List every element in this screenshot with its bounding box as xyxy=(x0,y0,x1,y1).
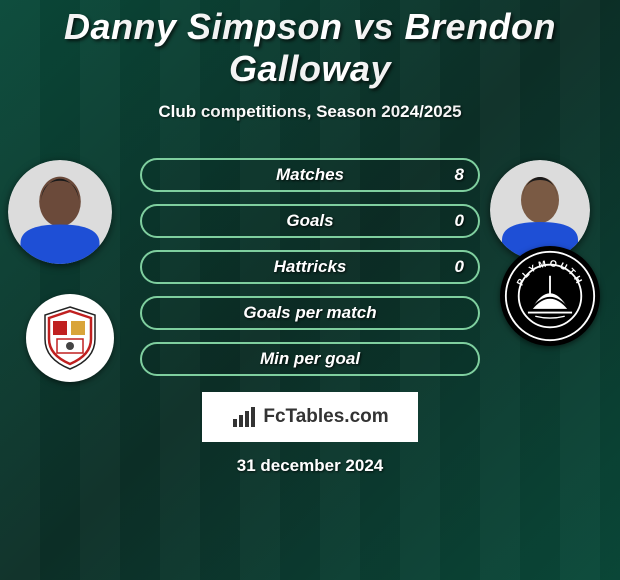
date-text: 31 december 2024 xyxy=(0,456,620,476)
brand-text: FcTables.com xyxy=(263,406,388,428)
page-title: Danny Simpson vs Brendon Galloway xyxy=(0,0,620,90)
stat-label: Hattricks xyxy=(274,257,347,277)
stat-label: Matches xyxy=(276,165,344,185)
brand-box: FcTables.com xyxy=(202,392,418,442)
stat-row: Hattricks 0 xyxy=(140,250,480,284)
stats-container: Matches 8 Goals 0 Hattricks 0 Goals per … xyxy=(140,158,480,388)
stat-label: Min per goal xyxy=(260,349,360,369)
club-left-crest xyxy=(35,303,105,373)
club-left-badge xyxy=(26,294,114,382)
player-right-photo xyxy=(490,160,590,260)
subtitle: Club competitions, Season 2024/2025 xyxy=(0,102,620,122)
stat-row: Goals 0 xyxy=(140,204,480,238)
club-right-crest: PLYMOUTH xyxy=(504,250,596,342)
stat-label: Goals per match xyxy=(243,303,376,323)
stat-value-right: 0 xyxy=(455,211,464,231)
stat-row: Matches 8 xyxy=(140,158,480,192)
club-right-badge: PLYMOUTH xyxy=(500,246,600,346)
stat-value-right: 0 xyxy=(455,257,464,277)
player-left-photo xyxy=(8,160,112,264)
stat-label: Goals xyxy=(286,211,333,231)
brand-bars-icon xyxy=(231,405,259,429)
stat-row: Goals per match xyxy=(140,296,480,330)
stat-row: Min per goal xyxy=(140,342,480,376)
stat-value-right: 8 xyxy=(455,165,464,185)
